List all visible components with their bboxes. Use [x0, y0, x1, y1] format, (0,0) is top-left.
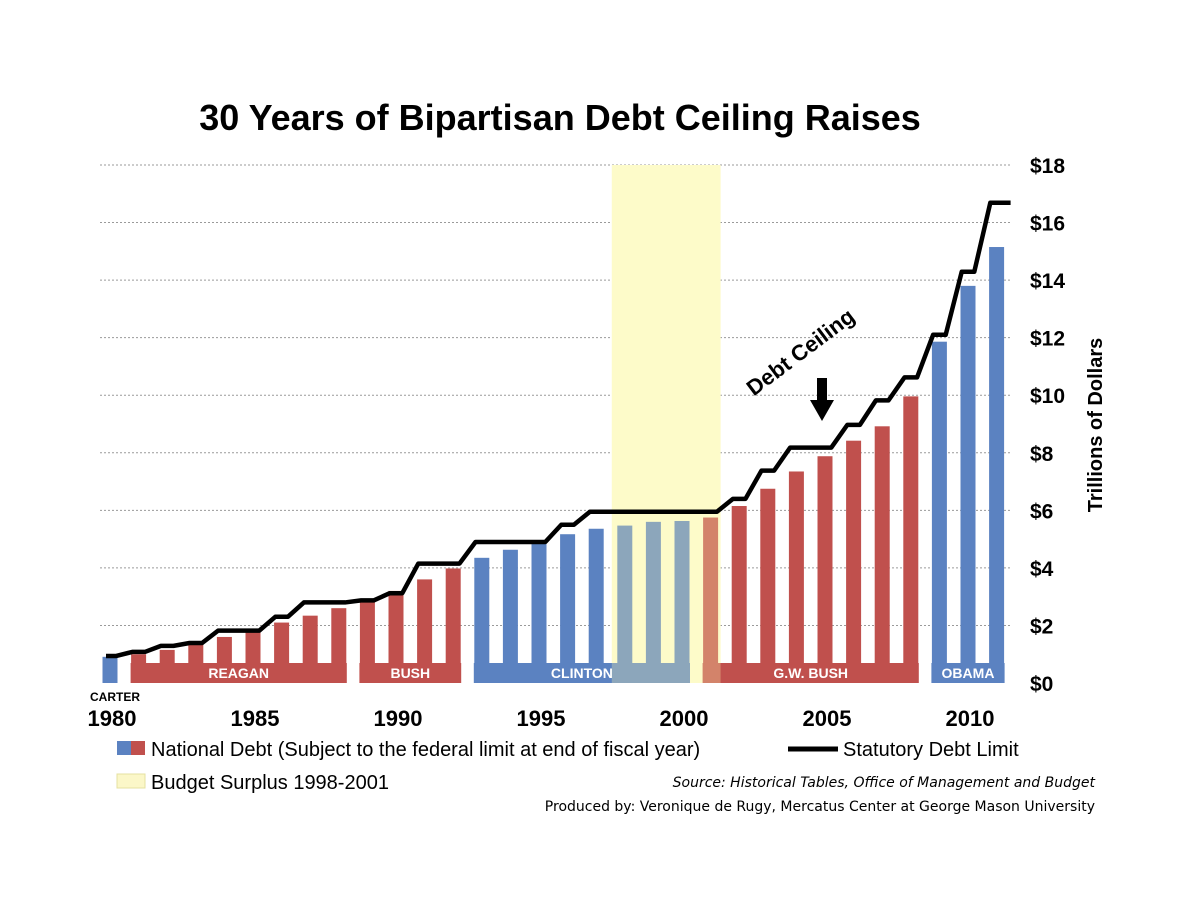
debt-bar [617, 525, 633, 683]
era-band [931, 663, 1005, 683]
era-band [359, 663, 462, 683]
era-band [702, 663, 919, 683]
x-tick-label: 2000 [660, 706, 709, 731]
era-bands: CARTER REAGAN BUSH CLINTON G.W. BUSH OBAMA [90, 663, 1005, 704]
y-tick-label: $8 [1030, 443, 1054, 466]
debt-bar [502, 549, 518, 683]
y-tick-label: $0 [1030, 673, 1053, 696]
y-tick-label: $10 [1030, 385, 1065, 408]
debt-bar [903, 396, 919, 683]
y-tick-label: $18 [1030, 155, 1065, 178]
debt-bar [388, 590, 404, 683]
x-tick-label: 2005 [803, 706, 852, 731]
debt-limit-line-layer [106, 200, 1011, 659]
debt-bars [102, 247, 1005, 683]
y-tick-label: $4 [1030, 558, 1054, 581]
era-label: BUSH [390, 665, 430, 681]
debt-bar [560, 534, 576, 683]
debt-bar [874, 426, 890, 683]
debt-bar [846, 440, 862, 683]
debt-bar [102, 656, 118, 683]
x-tick-label: 2010 [946, 706, 995, 731]
y-axis-label: Trillions of Dollars [1085, 338, 1107, 512]
y-tick-label: $16 [1030, 213, 1065, 236]
debt-bar [703, 517, 719, 683]
debt-bar [788, 471, 804, 683]
era-label: OBAMA [942, 665, 995, 681]
debt-ceiling-annotation: Debt Ceiling [742, 303, 860, 421]
era-label-carter: CARTER [90, 690, 140, 704]
legend-label-debt: National Debt (Subject to the federal li… [151, 739, 700, 761]
legend-swatch-debt-blue [117, 741, 131, 755]
legend: National Debt (Subject to the federal li… [116, 739, 1019, 794]
era-band [130, 663, 347, 683]
debt-bar [674, 520, 690, 683]
debt-bar [931, 341, 947, 683]
legend-label-surplus: Budget Surplus 1998-2001 [151, 772, 389, 794]
gridlines [100, 164, 1012, 626]
debt-bar [588, 528, 604, 683]
y-tick-label: $2 [1030, 615, 1053, 638]
y-tick-label: $12 [1030, 328, 1065, 351]
debt-bar [989, 247, 1005, 683]
debt-bar [760, 488, 776, 683]
x-axis-ticks: 1980 1985 1990 1995 2000 2005 2010 [88, 706, 995, 731]
surplus-band-overlay [611, 165, 721, 683]
debt-bar [817, 456, 833, 683]
legend-label-limit: Statutory Debt Limit [843, 739, 1019, 761]
debt-bar [960, 285, 976, 683]
credit-note: Produced by: Veronique de Rugy, Mercatus… [545, 799, 1095, 815]
era-label: G.W. BUSH [773, 665, 848, 681]
debt-bar [645, 521, 661, 683]
x-tick-label: 1995 [517, 706, 566, 731]
source-note: Source: Historical Tables, Office of Man… [673, 775, 1096, 791]
legend-swatch-surplus [116, 773, 146, 789]
down-arrow-icon [810, 378, 834, 421]
legend-swatch-debt-red [131, 741, 145, 755]
chart-title: 30 Years of Bipartisan Debt Ceiling Rais… [199, 97, 921, 138]
x-tick-label: 1990 [374, 706, 423, 731]
debt-bar [731, 506, 747, 683]
y-tick-label: $6 [1030, 500, 1053, 523]
debt-bar [359, 600, 375, 683]
debt-bar [474, 557, 490, 683]
debt-bar [445, 568, 461, 683]
debt-bar [417, 579, 433, 683]
era-label: REAGAN [208, 665, 269, 681]
y-axis-ticks: $0 $2 $4 $6 $8 $10 $12 $14 $16 $18 [1030, 155, 1065, 696]
surplus-overlay-layer [611, 165, 721, 683]
y-tick-label: $14 [1030, 270, 1065, 293]
debt-bar [531, 541, 547, 683]
era-label: CLINTON [551, 665, 613, 681]
era-band [473, 663, 690, 683]
x-tick-label: 1985 [231, 706, 280, 731]
debt-limit-line [106, 200, 1011, 659]
x-tick-label: 1980 [88, 706, 137, 731]
annotation-text: Debt Ceiling [742, 303, 860, 400]
